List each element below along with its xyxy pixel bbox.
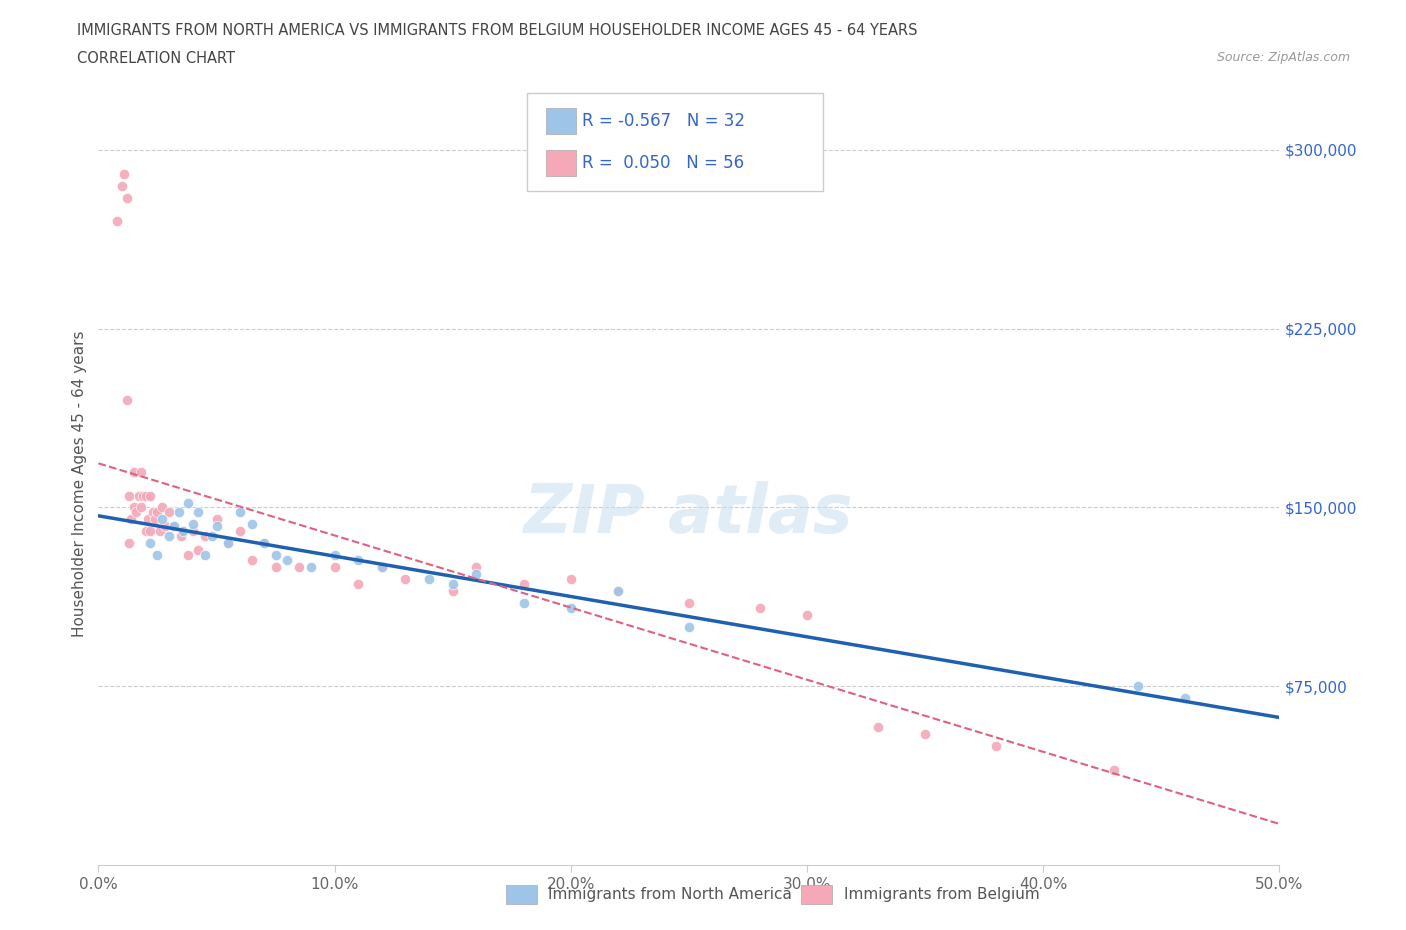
Point [153,519,176,534]
Point [560,571,582,587]
Point [678,595,700,610]
Point [118,536,141,551]
Text: ZIP atlas: ZIP atlas [524,481,853,547]
Text: Source: ZipAtlas.com: Source: ZipAtlas.com [1216,51,1350,64]
Point [167,505,190,520]
Point [347,552,370,567]
Point [678,619,700,634]
Point [1102,763,1125,777]
Point [1126,679,1149,694]
Point [394,571,416,587]
Point [512,595,534,610]
Point [129,464,152,479]
Point [105,214,128,229]
Point [914,726,936,741]
Point [201,528,224,543]
Point [187,505,209,520]
Point [146,548,169,563]
Point [253,536,276,551]
Point [181,517,204,532]
Point [128,488,150,503]
Point [866,719,889,734]
Point [217,536,239,551]
Point [118,488,141,503]
Point [122,500,145,515]
Text: R = -0.567   N = 32: R = -0.567 N = 32 [582,112,745,130]
Text: Immigrants from North America: Immigrants from North America [548,887,792,902]
Point [441,577,464,591]
Point [172,524,194,538]
Point [441,583,464,598]
Point [240,552,263,567]
Point [135,524,157,538]
Point [984,738,1007,753]
Point [111,179,134,193]
Point [371,560,394,575]
Point [122,464,145,479]
Point [796,607,818,622]
Point [323,560,346,575]
Point [205,512,228,526]
Point [121,512,143,526]
Point [150,512,173,526]
Point [187,543,209,558]
Point [142,505,165,520]
Point [125,505,148,520]
Point [150,500,173,515]
Point [276,552,298,567]
Point [465,566,488,581]
Point [163,519,186,534]
Point [177,548,200,563]
Text: Immigrants from Belgium: Immigrants from Belgium [844,887,1039,902]
Point [135,488,157,503]
Point [205,519,228,534]
Point [177,495,200,510]
Point [264,560,287,575]
Point [371,560,394,575]
Point [170,528,193,543]
Point [560,600,582,615]
Point [146,505,169,520]
Point [229,505,252,520]
Point [748,600,770,615]
Point [512,577,534,591]
Point [323,548,346,563]
Point [217,536,239,551]
Point [253,536,276,551]
Point [347,577,370,591]
Point [143,512,166,526]
Point [163,519,186,534]
Point [418,571,440,587]
Point [229,524,252,538]
Point [129,500,152,515]
Point [139,536,162,551]
Point [264,548,287,563]
Point [465,560,488,575]
Text: R =  0.050   N = 56: R = 0.050 N = 56 [582,153,744,172]
Text: CORRELATION CHART: CORRELATION CHART [77,51,235,66]
Point [149,524,172,538]
Y-axis label: Householder Income Ages 45 - 64 years: Householder Income Ages 45 - 64 years [72,330,87,637]
Point [115,190,138,205]
Point [139,524,162,538]
Point [136,512,159,526]
Point [194,548,217,563]
Point [194,528,217,543]
Point [139,488,162,503]
Point [288,560,311,575]
Point [157,528,180,543]
Text: IMMIGRANTS FROM NORTH AMERICA VS IMMIGRANTS FROM BELGIUM HOUSEHOLDER INCOME AGES: IMMIGRANTS FROM NORTH AMERICA VS IMMIGRA… [77,23,918,38]
Point [607,583,630,598]
Point [607,583,630,598]
Point [1174,691,1197,706]
Point [299,560,322,575]
Point [240,517,263,532]
Point [112,166,135,181]
Point [157,505,180,520]
Point [181,524,204,538]
Point [115,392,138,407]
Point [132,488,155,503]
